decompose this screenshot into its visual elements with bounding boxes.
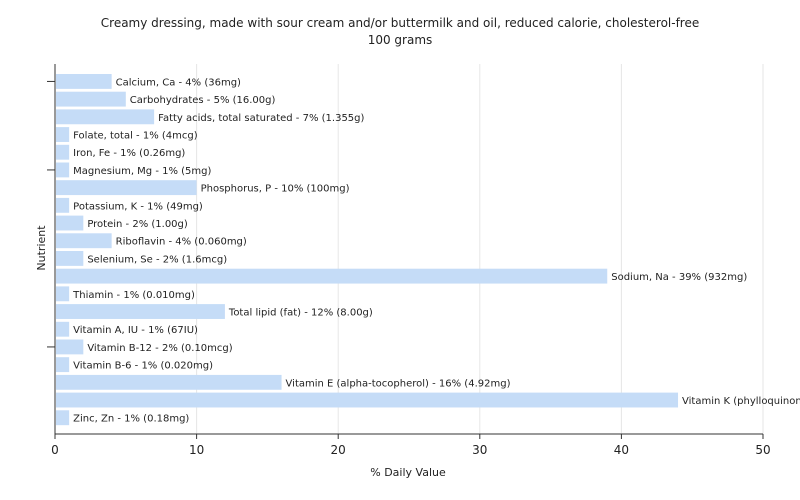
bar-label: Calcium, Ca - 4% (36mg) bbox=[116, 77, 241, 88]
x-tick-label: 30 bbox=[472, 443, 487, 457]
bar bbox=[56, 127, 70, 142]
bar-label: Vitamin B-6 - 1% (0.020mg) bbox=[73, 361, 213, 372]
bar-label: Fatty acids, total saturated - 7% (1.355… bbox=[158, 113, 364, 124]
axes: 0 10 20 30 40 50 bbox=[47, 64, 771, 457]
bar bbox=[56, 392, 679, 408]
bar bbox=[56, 162, 70, 178]
bar-label: Iron, Fe - 1% (0.26mg) bbox=[73, 148, 185, 159]
bar-label: Thiamin - 1% (0.010mg) bbox=[72, 290, 195, 301]
bar bbox=[56, 357, 70, 373]
bar bbox=[56, 215, 84, 231]
bar bbox=[56, 180, 197, 196]
gridlines bbox=[196, 64, 764, 434]
bar-label: Carbohydrates - 5% (16.00g) bbox=[130, 95, 276, 106]
bar-label: Riboflavin - 4% (0.060mg) bbox=[116, 237, 247, 248]
bar-label: Vitamin B-12 - 2% (0.10mcg) bbox=[87, 343, 232, 354]
bar bbox=[56, 233, 112, 249]
bar-label: Selenium, Se - 2% (1.6mcg) bbox=[87, 254, 227, 265]
bars: Calcium, Ca - 4% (36mg) Carbohydrates - 5… bbox=[56, 74, 800, 426]
bar-label: Magnesium, Mg - 1% (5mg) bbox=[73, 166, 211, 177]
x-tick-label: 10 bbox=[189, 443, 204, 457]
x-axis-label: % Daily Value bbox=[370, 466, 446, 479]
bar bbox=[56, 374, 282, 390]
bar bbox=[56, 268, 608, 284]
bar-label: Vitamin K (phylloquinone) - 44% (34.8mcg… bbox=[682, 396, 800, 407]
chart-title: Creamy dressing, made with sour cream an… bbox=[101, 16, 699, 30]
bar-label: Protein - 2% (1.00g) bbox=[87, 219, 188, 230]
x-tick-label: 40 bbox=[614, 443, 629, 457]
bar bbox=[56, 74, 112, 89]
bar-label: Zinc, Zn - 1% (0.18mg) bbox=[73, 414, 189, 425]
y-axis-label: Nutrient bbox=[35, 225, 48, 271]
bar-label: Total lipid (fat) - 12% (8.00g) bbox=[228, 308, 373, 319]
bar bbox=[56, 251, 84, 266]
bar bbox=[56, 286, 70, 302]
bar-label: Sodium, Na - 39% (932mg) bbox=[611, 272, 747, 283]
bar bbox=[56, 197, 70, 213]
x-tick-label: 50 bbox=[755, 443, 770, 457]
bar-label: Vitamin A, IU - 1% (67IU) bbox=[73, 325, 198, 336]
bar bbox=[56, 144, 70, 160]
bar-label: Phosphorus, P - 10% (100mg) bbox=[201, 184, 350, 195]
bar bbox=[56, 304, 225, 319]
bar bbox=[56, 321, 70, 337]
bar bbox=[56, 410, 70, 426]
bar-label: Folate, total - 1% (4mcg) bbox=[73, 131, 198, 142]
bar bbox=[56, 91, 126, 107]
x-tick-label: 20 bbox=[331, 443, 346, 457]
bar bbox=[56, 109, 155, 125]
bar-label: Potassium, K - 1% (49mg) bbox=[73, 201, 203, 212]
bar-label: Vitamin E (alpha-tocopherol) - 16% (4.92… bbox=[286, 378, 511, 389]
x-tick-label: 0 bbox=[51, 443, 59, 457]
chart-subtitle: 100 grams bbox=[368, 33, 433, 47]
bar bbox=[56, 339, 84, 355]
